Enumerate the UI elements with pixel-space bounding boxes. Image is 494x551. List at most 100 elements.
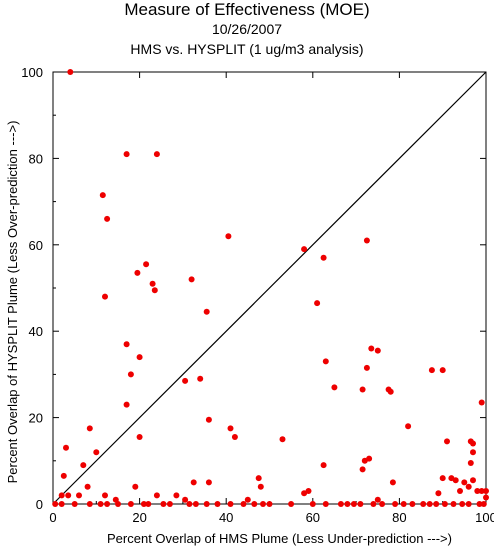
data-point <box>439 367 446 374</box>
data-point <box>301 246 308 253</box>
data-point <box>363 237 370 244</box>
x-tick-label: 80 <box>392 510 406 525</box>
data-point <box>140 501 147 507</box>
data-point <box>251 501 258 507</box>
data-point <box>370 501 377 507</box>
data-point <box>65 492 72 499</box>
data-point <box>444 438 450 445</box>
data-point <box>435 490 442 497</box>
data-point <box>240 501 247 507</box>
data-point <box>214 501 221 507</box>
data-point <box>405 423 412 430</box>
data-point <box>84 483 91 490</box>
data-point <box>337 501 344 507</box>
data-point <box>320 254 327 261</box>
data-point <box>149 280 156 287</box>
data-point <box>80 462 87 469</box>
y-tick-label: 40 <box>29 324 43 339</box>
data-point <box>205 479 212 486</box>
x-tick-label: 60 <box>306 510 320 525</box>
data-point <box>102 492 108 499</box>
data-point <box>102 293 108 300</box>
data-point <box>231 434 238 440</box>
data-point <box>60 472 67 479</box>
data-point <box>136 434 143 440</box>
data-point <box>188 276 195 283</box>
data-point <box>409 501 416 507</box>
data-point <box>266 501 273 507</box>
data-point <box>322 501 329 507</box>
data-point <box>227 425 234 432</box>
data-point <box>143 261 150 268</box>
data-point <box>127 371 134 378</box>
data-point <box>478 399 485 406</box>
data-point <box>350 501 357 507</box>
data-point <box>322 358 329 365</box>
data-point <box>344 501 351 507</box>
data-point <box>203 308 210 315</box>
data-point <box>145 501 152 507</box>
data-point <box>433 501 440 507</box>
data-point <box>452 477 459 484</box>
data-point <box>104 215 111 222</box>
data-point <box>465 483 472 490</box>
data-point <box>58 492 65 499</box>
data-point <box>123 341 130 348</box>
data-point <box>359 466 366 473</box>
x-axis-label: Percent Overlap of HMS Plume (Less Under… <box>107 531 452 546</box>
data-point <box>166 501 173 507</box>
data-point <box>58 501 65 507</box>
data-point <box>244 496 251 503</box>
data-point <box>368 345 375 352</box>
chart-date: 10/26/2007 <box>211 21 283 37</box>
data-point <box>379 501 386 507</box>
data-point <box>192 501 199 507</box>
data-point <box>439 475 446 482</box>
data-point <box>86 425 93 432</box>
data-point <box>359 386 366 393</box>
data-point <box>93 449 100 456</box>
data-point <box>173 492 180 499</box>
data-point <box>309 501 316 507</box>
data-point <box>255 475 262 482</box>
data-point <box>467 460 474 466</box>
data-points <box>52 69 489 507</box>
data-point <box>331 384 338 391</box>
data-point <box>123 401 130 408</box>
data-point <box>420 501 427 507</box>
data-point <box>123 151 130 158</box>
data-point <box>465 501 472 507</box>
data-point <box>476 501 483 507</box>
x-tick-label: 40 <box>219 510 233 525</box>
data-point <box>153 151 160 158</box>
data-point <box>225 233 232 240</box>
data-point <box>186 501 193 507</box>
data-point <box>470 440 476 447</box>
data-point <box>459 501 466 507</box>
data-point <box>190 479 197 486</box>
data-point <box>478 488 485 494</box>
data-point <box>428 367 435 374</box>
data-point <box>374 347 381 354</box>
data-point <box>136 354 143 361</box>
data-point <box>127 501 134 507</box>
data-point <box>182 496 189 503</box>
data-point <box>450 501 457 507</box>
data-point <box>426 501 433 507</box>
data-point <box>182 377 189 384</box>
y-tick-label: 80 <box>29 151 43 166</box>
data-point <box>470 449 476 456</box>
data-point <box>457 488 463 494</box>
data-point <box>99 192 106 199</box>
y-axis-label: Percent Overlap of HYSPLIT Plume (Less O… <box>5 121 20 484</box>
data-point <box>474 488 481 494</box>
data-point <box>483 494 489 501</box>
plot-frame: 0 20 40 60 80 100 0 20 40 60 80 100 <box>21 65 494 525</box>
data-point <box>71 501 78 507</box>
data-point <box>314 300 321 307</box>
data-point <box>400 501 407 507</box>
data-point <box>132 483 139 490</box>
data-point <box>483 488 489 494</box>
data-point <box>153 492 160 499</box>
